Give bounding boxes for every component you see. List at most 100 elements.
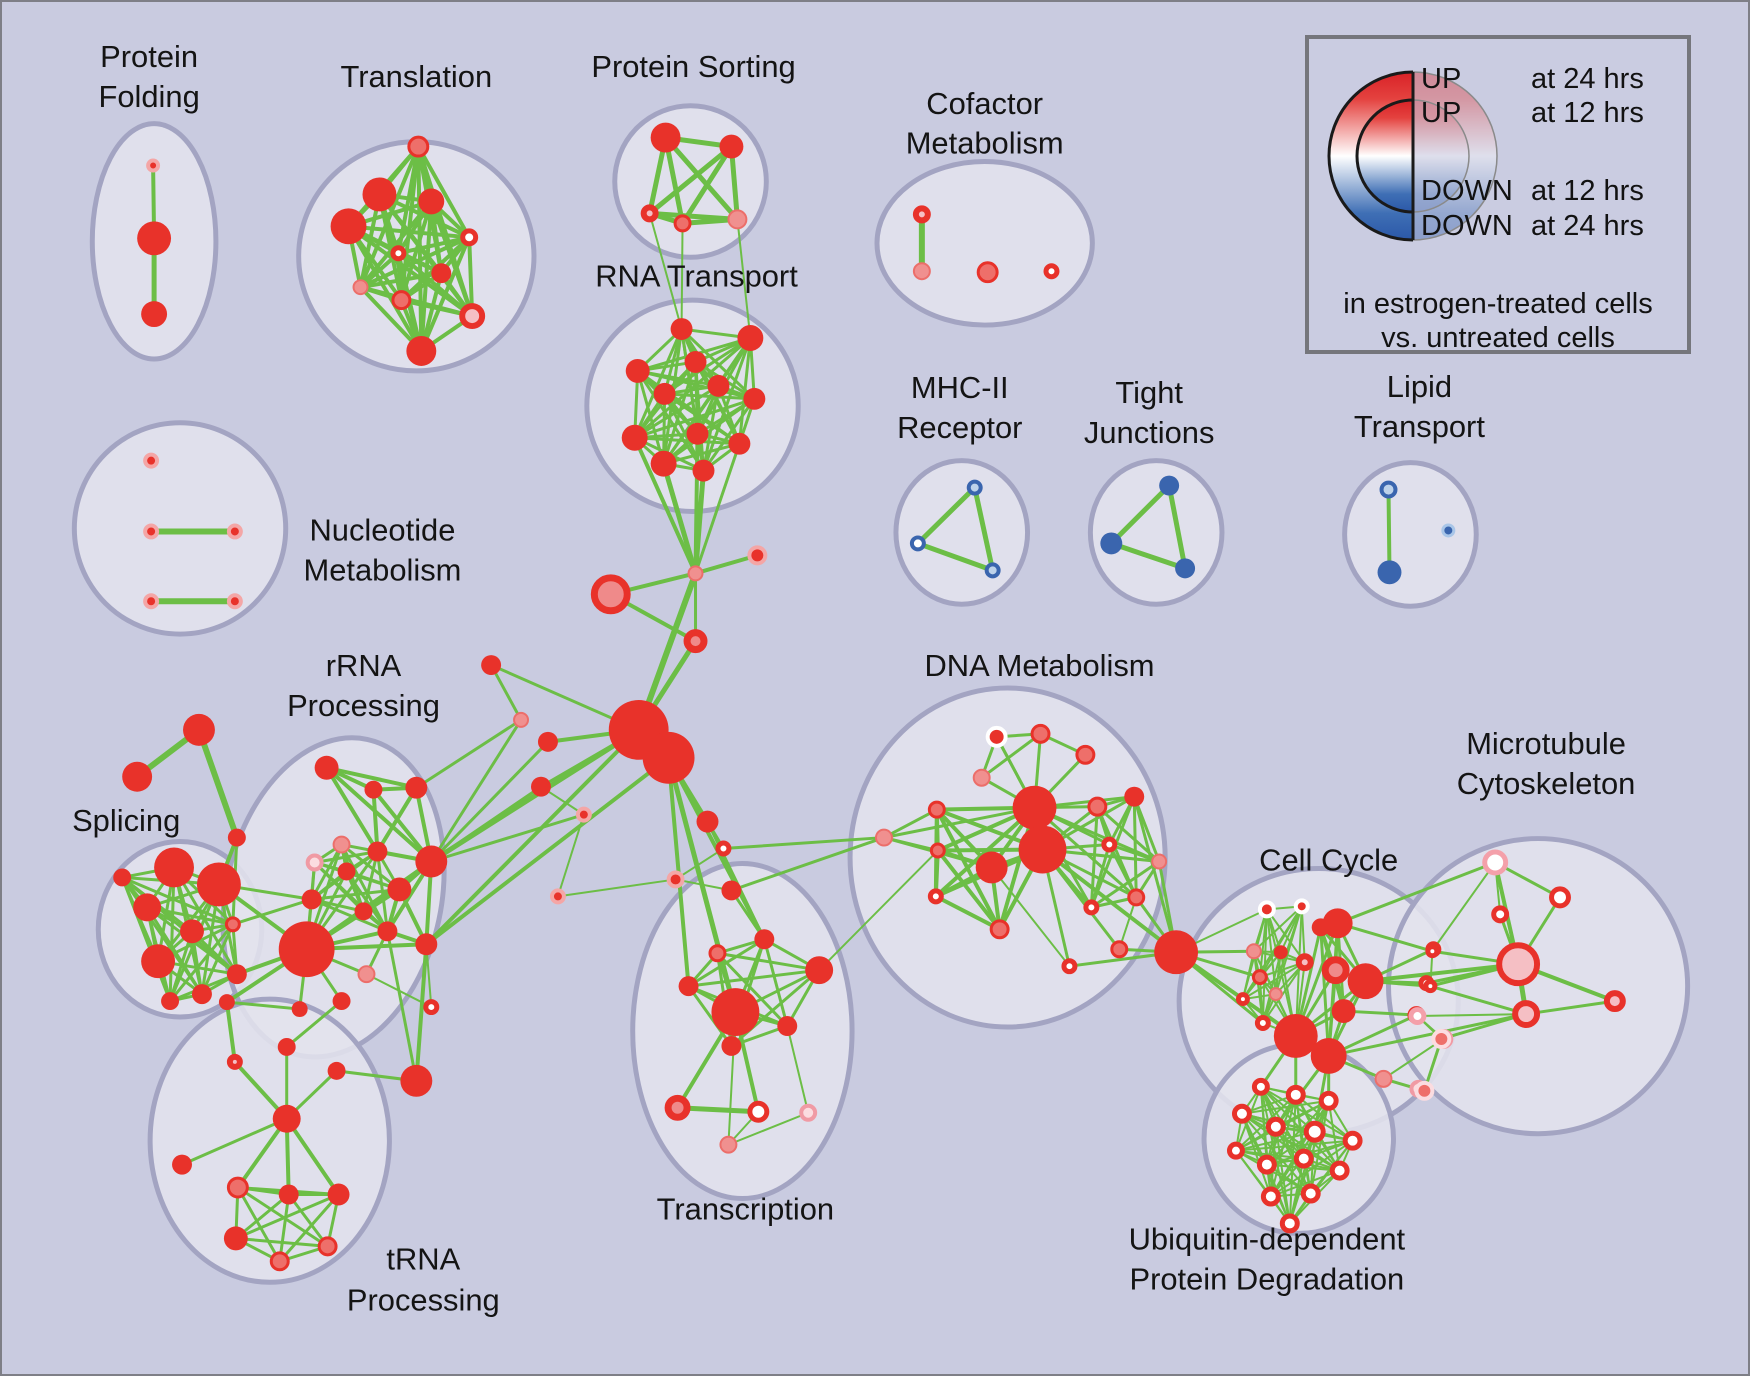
node-ps4: [673, 214, 692, 233]
edge: [234, 1193, 341, 1240]
edge: [882, 806, 1037, 840]
cluster-label-lipid-transport-1: Transport: [1354, 409, 1485, 444]
edge: [1269, 1169, 1341, 1198]
edge: [340, 843, 389, 933]
node-rr15: [357, 965, 376, 984]
edge: [1234, 1139, 1354, 1152]
node-d16: [1083, 899, 1100, 916]
legend-up-12-time: at 12 hrs: [1531, 97, 1644, 129]
node-u3: [1318, 1090, 1339, 1111]
node-w2: [747, 545, 768, 566]
node-c2: [912, 262, 931, 281]
node-g6: [549, 888, 566, 905]
node-t10: [459, 303, 486, 330]
edge: [236, 1186, 282, 1263]
cluster-label-translation-0: Translation: [341, 59, 493, 94]
edge: [172, 865, 239, 976]
edge: [168, 922, 235, 1003]
cluster-label-cell-cycle-0: Cell Cycle: [1259, 843, 1398, 878]
node-r7: [743, 387, 766, 410]
cluster-mhc-ii-receptor: [893, 458, 1031, 607]
node-tx11: [719, 1135, 738, 1154]
node-sp6: [224, 916, 241, 933]
edge: [120, 875, 204, 996]
cluster-lipid-transport: [1342, 460, 1479, 609]
node-tr5: [327, 1183, 350, 1206]
edge: [1107, 843, 1138, 899]
edge: [663, 135, 740, 222]
cluster-label-trna-processing-1: Processing: [347, 1282, 500, 1317]
node-mc1: [1482, 849, 1509, 876]
legend-box: UP at 24 hrs UP at 12 hrs DOWN at 12 hrs…: [1305, 35, 1691, 354]
cluster-label-rrna-processing-1: Processing: [287, 688, 440, 723]
node-n3: [226, 523, 243, 540]
node-c3: [976, 261, 999, 284]
node-u6: [1303, 1120, 1326, 1143]
node-t9: [391, 290, 412, 311]
edge: [1386, 487, 1392, 575]
edge: [285, 999, 344, 1049]
node-mc3: [1491, 905, 1510, 924]
node-l3: [1441, 523, 1456, 538]
cluster-label-splicing-0: Splicing: [72, 803, 180, 838]
edge: [680, 222, 684, 331]
node-d9: [1018, 825, 1067, 874]
node-cc4: [1273, 945, 1288, 960]
node-d1: [985, 725, 1008, 748]
node-tj2: [1100, 532, 1123, 555]
edge: [1118, 896, 1138, 951]
edge: [680, 327, 756, 401]
node-tx1: [678, 976, 699, 997]
edge: [278, 1193, 341, 1263]
node-rr13: [278, 921, 335, 978]
node-t5: [460, 228, 479, 247]
node-mc10: [1431, 1029, 1452, 1049]
legend-outer-right-arc: [1412, 71, 1498, 241]
edge: [1269, 1130, 1316, 1198]
node-t7: [431, 263, 452, 284]
edge: [278, 1193, 291, 1263]
node-pf1: [146, 158, 161, 173]
edge: [933, 894, 1002, 932]
cluster-label-protein-folding-0: Protein: [100, 39, 198, 74]
edge: [1432, 861, 1497, 951]
edge: [980, 732, 1043, 780]
node-mc6: [1496, 942, 1541, 987]
edge: [324, 765, 434, 864]
cluster-label-mhc-ii-receptor-1: Receptor: [897, 410, 1022, 445]
node-tx10: [799, 1103, 818, 1122]
cluster-label-mhc-ii-receptor-0: MHC-II: [911, 370, 1009, 405]
cluster-label-rrna-processing-0: rRNA: [326, 648, 402, 683]
cluster-microtubule-cytoskeleton: [1386, 836, 1691, 1137]
node-t8: [352, 279, 369, 296]
node-r3: [625, 358, 650, 383]
edge: [310, 897, 389, 933]
node-mc2: [1549, 886, 1571, 909]
node-s1: [183, 713, 215, 746]
node-tr8: [269, 1251, 290, 1272]
edge: [990, 866, 1071, 968]
edge: [1132, 795, 1161, 863]
node-tr4: [278, 1184, 299, 1205]
edge: [727, 1111, 810, 1146]
edge: [416, 144, 472, 240]
cluster-label-protein-folding-1: Folding: [98, 79, 199, 114]
node-g4: [531, 776, 551, 797]
node-rr5: [305, 853, 324, 872]
edge: [674, 847, 725, 881]
cluster-label-protein-sorting-0: Protein Sorting: [591, 49, 795, 84]
node-w4: [683, 629, 708, 654]
legend-down-12-time: at 12 hrs: [1531, 175, 1644, 207]
node-sp2: [196, 862, 241, 907]
node-cc11: [1311, 918, 1330, 937]
edge: [1309, 1099, 1330, 1195]
edge: [358, 199, 434, 290]
edge: [358, 251, 401, 290]
node-cc12: [1321, 956, 1350, 985]
edge: [636, 369, 705, 473]
edge: [736, 218, 752, 340]
node-rr12: [377, 921, 398, 942]
legend-fade-right-half: [1413, 61, 1508, 251]
node-hub2: [642, 731, 695, 784]
